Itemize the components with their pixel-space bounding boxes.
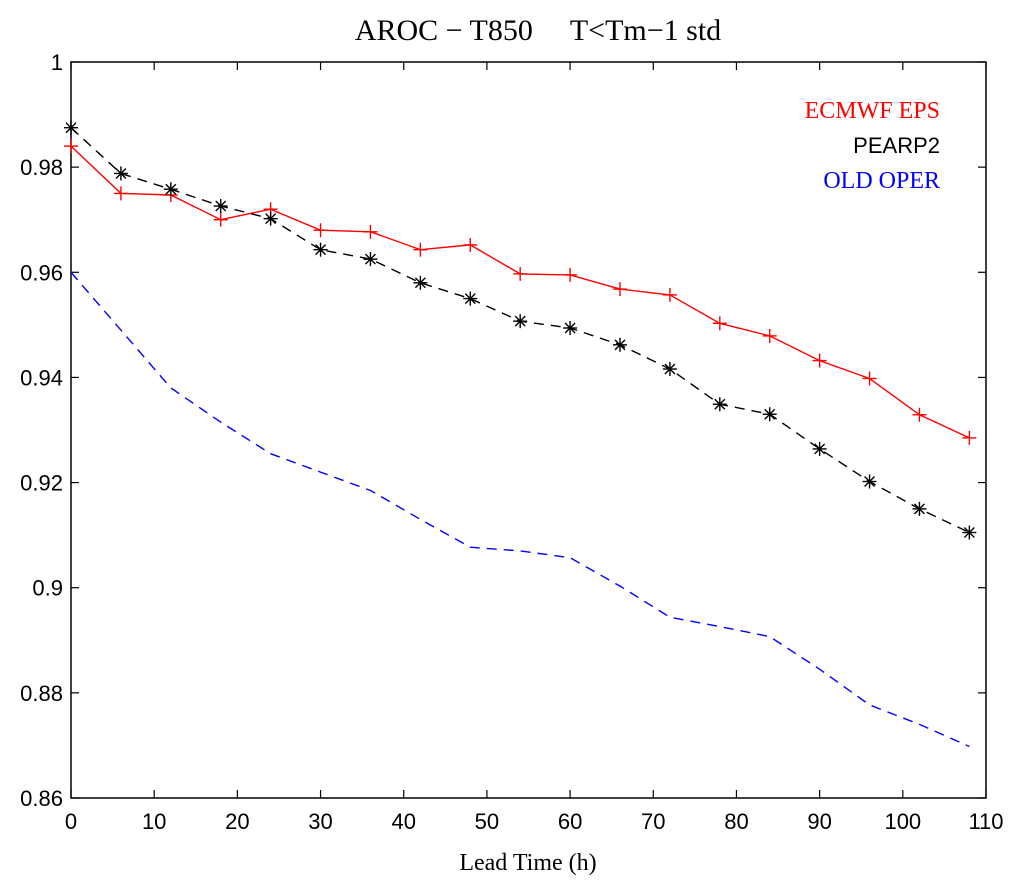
x-tick-label: 60 (558, 809, 582, 834)
data-point-ecmwf-eps (762, 328, 777, 343)
x-tick-label: 10 (142, 809, 166, 834)
data-point-pearp2 (613, 337, 627, 352)
y-tick-label: 0.94 (20, 365, 63, 390)
x-tick-label: 20 (225, 809, 249, 834)
x-tick-label: 50 (475, 809, 499, 834)
x-tick-label: 70 (641, 809, 665, 834)
data-point-pearp2 (213, 199, 228, 214)
data-point-ecmwf-eps (662, 287, 677, 302)
data-point-pearp2 (413, 275, 428, 290)
x-axis-label: Lead Time (h) (459, 850, 596, 876)
y-tick-label: 0.9 (32, 576, 63, 601)
data-point-pearp2 (962, 525, 977, 540)
series-line-old-oper (70, 271, 970, 748)
y-tick-label: 0.88 (20, 681, 63, 706)
data-point-pearp2 (113, 166, 128, 181)
y-axis: 0.86 0.88 0.9 0.92 0.94 0.96 0.98 1 (20, 50, 986, 811)
data-point-pearp2 (363, 252, 378, 267)
data-point-ecmwf-eps (463, 237, 478, 252)
data-point-pearp2 (712, 397, 727, 412)
data-point-pearp2 (812, 441, 827, 456)
data-point-ecmwf-eps (113, 186, 128, 201)
series-layer (64, 120, 977, 748)
data-point-ecmwf-eps (912, 407, 927, 422)
data-point-pearp2 (263, 211, 278, 226)
data-point-ecmwf-eps (413, 242, 428, 257)
data-point-ecmwf-eps (712, 316, 727, 331)
data-point-pearp2 (662, 362, 677, 377)
x-tick-label: 40 (391, 809, 415, 834)
data-point-ecmwf-eps (513, 266, 528, 281)
y-tick-label: 0.86 (20, 786, 63, 811)
legend-entry-ecmwf-eps: ECMWF EPS (805, 98, 940, 124)
data-point-ecmwf-eps (862, 371, 877, 386)
y-tick-label: 0.92 (20, 471, 63, 496)
data-point-pearp2 (563, 321, 578, 336)
chart-title: AROC − T850 T<Tm−1 std (355, 14, 721, 47)
data-point-pearp2 (513, 314, 528, 329)
data-point-pearp2 (912, 501, 927, 516)
plot-area (70, 61, 987, 799)
data-point-pearp2 (862, 474, 877, 489)
data-point-ecmwf-eps (613, 282, 627, 297)
data-point-pearp2 (163, 182, 178, 197)
data-point-pearp2 (463, 291, 478, 306)
data-point-pearp2 (64, 120, 78, 135)
x-tick-label: 90 (807, 809, 831, 834)
data-point-ecmwf-eps (313, 223, 328, 238)
y-tick-label: 0.98 (20, 155, 63, 180)
x-tick-label: 110 (968, 809, 1003, 834)
x-tick-label: 80 (724, 809, 748, 834)
legend-entry-old-oper: OLD OPER (823, 168, 940, 194)
data-point-ecmwf-eps (64, 139, 78, 154)
data-point-ecmwf-eps (812, 353, 827, 368)
legend: ECMWF EPS PEARP2 OLD OPER (805, 98, 940, 194)
x-axis: 0 10 20 30 40 50 60 70 80 90 100 110 (65, 62, 1004, 834)
legend-entry-pearp2: PEARP2 (853, 133, 940, 158)
data-point-ecmwf-eps (363, 224, 378, 239)
x-tick-label: 30 (308, 809, 332, 834)
data-point-ecmwf-eps (563, 267, 578, 282)
y-tick-label: 0.96 (20, 260, 63, 285)
data-point-pearp2 (762, 407, 777, 422)
x-tick-label: 100 (884, 809, 921, 834)
x-tick-label: 0 (65, 809, 77, 834)
y-tick-label: 1 (51, 50, 63, 75)
data-point-ecmwf-eps (962, 430, 977, 445)
data-point-ecmwf-eps (213, 212, 228, 227)
data-point-pearp2 (313, 242, 328, 257)
